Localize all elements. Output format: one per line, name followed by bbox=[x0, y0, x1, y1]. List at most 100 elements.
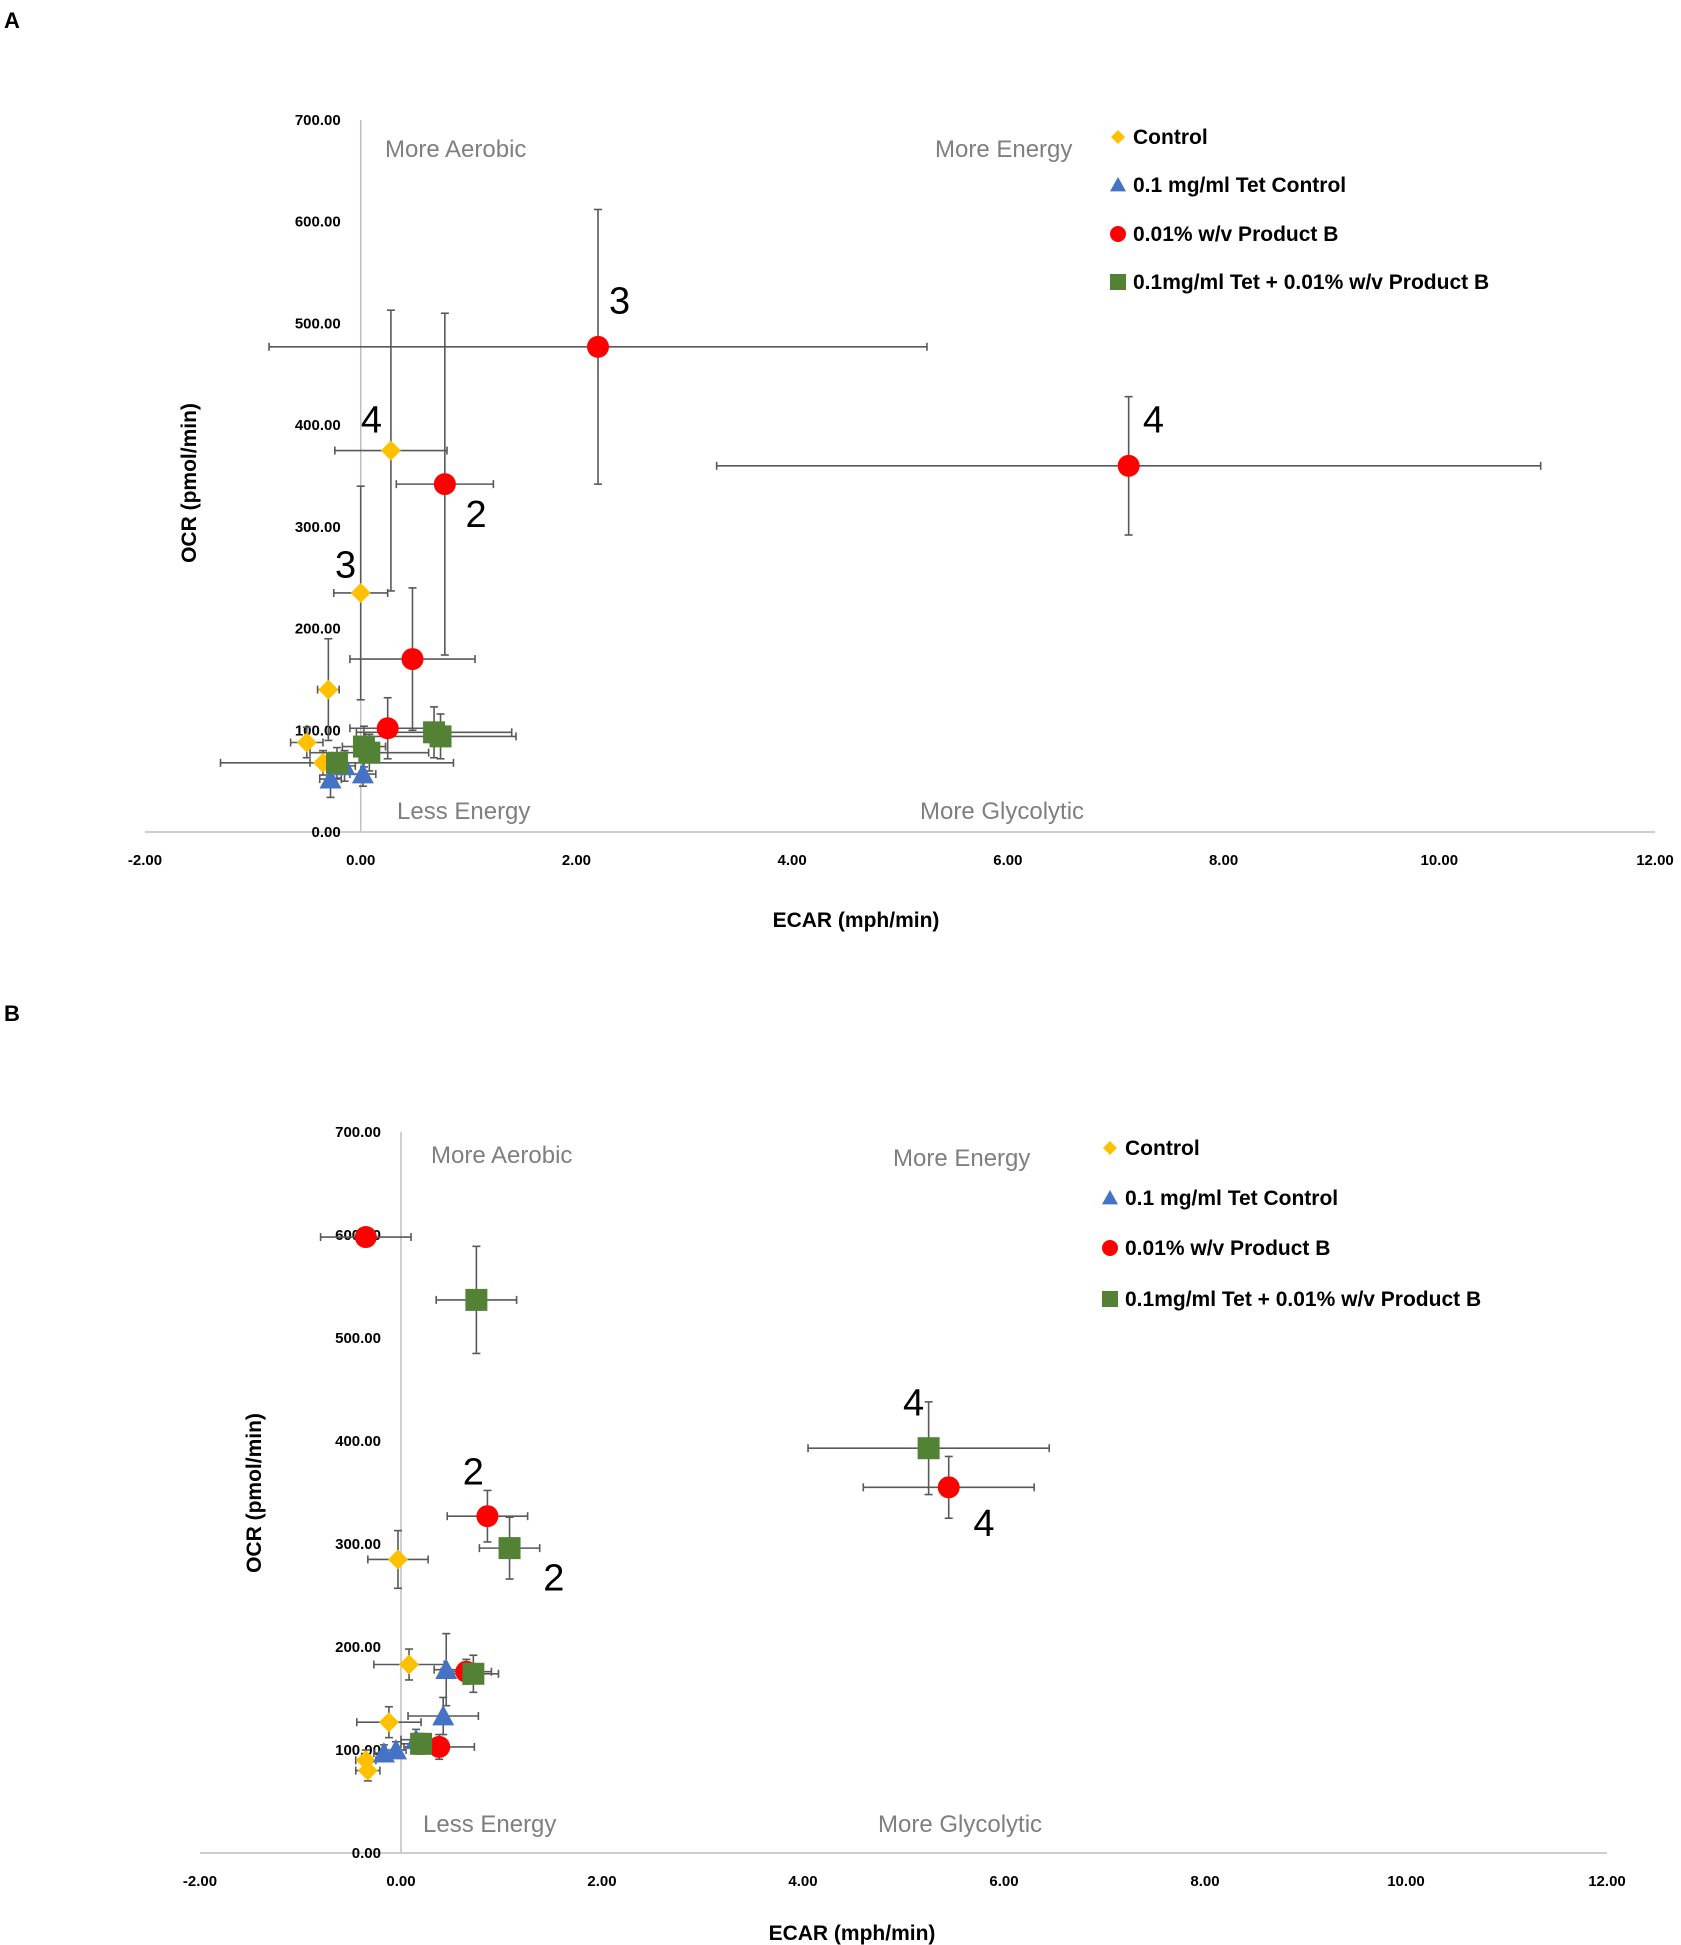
a-annotation-label: 2 bbox=[466, 494, 487, 536]
a-marker-circle bbox=[587, 335, 609, 358]
b-annotation-label: 4 bbox=[903, 1382, 924, 1424]
a-y-tick-label: 600.00 bbox=[295, 214, 341, 231]
b-marker-square bbox=[410, 1732, 433, 1755]
b-y-tick-label: 0.00 bbox=[352, 1845, 381, 1862]
panel-a-annotations: 3 4 4 2 3 bbox=[335, 280, 1164, 586]
panel-a-legend-tet-control: 0.1 mg/ml Tet Control bbox=[1133, 174, 1346, 197]
panel-a-quadrant-more-glycolytic: More Glycolytic bbox=[920, 798, 1084, 825]
a-marker-circle bbox=[1117, 454, 1140, 477]
b-x-tick-label: 2.00 bbox=[587, 1873, 616, 1890]
panel-a-legend-control: Control bbox=[1133, 126, 1208, 149]
panel-b-legend-control: Control bbox=[1125, 1137, 1200, 1160]
b-marker-diamond bbox=[387, 1549, 408, 1570]
a-x-tick-label: 8.00 bbox=[1209, 852, 1238, 869]
b-y-tick-label: 500.00 bbox=[335, 1330, 381, 1347]
panel-b-ticks: -2.00 0.00 2.00 4.00 6.00 8.00 10.00 12.000.001… bbox=[183, 1124, 1626, 1890]
a-x-tick-label: 4.00 bbox=[778, 852, 807, 869]
panel-b-marks bbox=[319, 1226, 1051, 1782]
b-y-tick-label: 700.00 bbox=[335, 1124, 381, 1141]
b-marker-circle bbox=[354, 1226, 377, 1249]
b-marker-square bbox=[462, 1662, 485, 1685]
panel-a-quadrant-more-aerobic: More Aerobic bbox=[385, 136, 526, 163]
a-legend-marker-circle bbox=[1110, 226, 1126, 242]
a-x-tick-label: 12.00 bbox=[1636, 852, 1674, 869]
b-legend-marker-circle bbox=[1102, 1240, 1118, 1256]
a-marker-square bbox=[358, 741, 381, 764]
b-marker-triangle bbox=[432, 1705, 455, 1726]
b-x-tick-label: 12.00 bbox=[1588, 1873, 1626, 1890]
panel-a-letter: A bbox=[4, 8, 20, 33]
panel-b-y-axis-title: OCR (pmol/min) bbox=[243, 1413, 266, 1573]
a-y-tick-label: 200.00 bbox=[295, 621, 341, 638]
b-y-tick-label: 200.00 bbox=[335, 1639, 381, 1656]
a-annotation-label: 3 bbox=[609, 280, 630, 322]
b-marker-diamond bbox=[378, 1712, 399, 1733]
b-marker-square bbox=[498, 1537, 521, 1560]
a-marker-diamond bbox=[350, 582, 371, 603]
panel-a-legend: Control 0.1 mg/ml Tet Control 0.01% w/v … bbox=[1110, 126, 1489, 294]
a-y-tick-label: 100.00 bbox=[295, 722, 341, 739]
b-marker-triangle bbox=[384, 1739, 407, 1760]
panel-b: B ECAR (mph/min) OCR (pmol/min) More Aer… bbox=[4, 1001, 1626, 1945]
a-marker-triangle bbox=[351, 763, 374, 784]
b-y-tick-label: 300.00 bbox=[335, 1536, 381, 1553]
a-annotation-label: 4 bbox=[1143, 399, 1164, 441]
a-annotation-label: 3 bbox=[335, 545, 356, 587]
a-marker-diamond bbox=[296, 732, 317, 753]
panel-b-letter: B bbox=[4, 1001, 20, 1026]
b-marker-circle bbox=[937, 1476, 960, 1499]
a-x-tick-label: 6.00 bbox=[993, 852, 1022, 869]
a-legend-marker-square bbox=[1110, 274, 1126, 290]
a-y-tick-label: 0.00 bbox=[312, 824, 341, 841]
b-marker-circle bbox=[476, 1505, 499, 1528]
panel-a-y-axis-title: OCR (pmol/min) bbox=[178, 403, 201, 563]
b-x-tick-label: 0.00 bbox=[386, 1873, 415, 1890]
a-marker-circle bbox=[401, 648, 424, 671]
b-annotation-label: 2 bbox=[463, 1451, 484, 1493]
a-y-tick-label: 700.00 bbox=[295, 112, 341, 129]
panel-b-quadrant-more-glycolytic: More Glycolytic bbox=[878, 1811, 1042, 1838]
panel-b-quadrant-more-energy: More Energy bbox=[893, 1145, 1030, 1172]
b-point-diamond bbox=[367, 1529, 429, 1590]
a-legend-marker-diamond bbox=[1111, 130, 1125, 144]
a-x-tick-label: 2.00 bbox=[562, 852, 591, 869]
b-marker-triangle bbox=[435, 1658, 458, 1680]
a-marker-diamond bbox=[318, 679, 339, 700]
a-marker-diamond bbox=[380, 440, 401, 461]
panel-a-legend-product-b: 0.01% w/v Product B bbox=[1133, 223, 1338, 246]
a-y-tick-label: 500.00 bbox=[295, 315, 341, 332]
panel-a-legend-tet-plus-product-b: 0.1mg/ml Tet + 0.01% w/v Product B bbox=[1133, 271, 1489, 294]
b-annotation-label: 2 bbox=[543, 1557, 564, 1599]
panel-a: A ECAR (mph/min) OCR (pmol/min) More Aer… bbox=[4, 8, 1674, 932]
panel-a-marks bbox=[219, 208, 1542, 799]
panel-a-x-axis-title: ECAR (mph/min) bbox=[773, 909, 940, 932]
a-y-tick-label: 300.00 bbox=[295, 519, 341, 536]
a-marker-triangle bbox=[319, 768, 342, 789]
panel-b-quadrant-less-energy: Less Energy bbox=[423, 1811, 556, 1838]
b-x-tick-label: 6.00 bbox=[989, 1873, 1018, 1890]
b-x-tick-label: -2.00 bbox=[183, 1873, 217, 1890]
b-x-tick-label: 4.00 bbox=[788, 1873, 817, 1890]
panel-a-quadrant-less-energy: Less Energy bbox=[397, 798, 530, 825]
panel-b-legend-tet-control: 0.1 mg/ml Tet Control bbox=[1125, 1187, 1338, 1210]
b-marker-square bbox=[465, 1288, 488, 1311]
b-x-tick-label: 8.00 bbox=[1190, 1873, 1219, 1890]
b-annotation-label: 4 bbox=[973, 1503, 994, 1545]
a-y-tick-label: 400.00 bbox=[295, 417, 341, 434]
a-annotation-label: 4 bbox=[361, 399, 382, 441]
b-x-tick-label: 10.00 bbox=[1387, 1873, 1425, 1890]
panel-b-legend-product-b: 0.01% w/v Product B bbox=[1125, 1237, 1330, 1260]
a-x-tick-label: 10.00 bbox=[1421, 852, 1459, 869]
a-legend-marker-triangle bbox=[1110, 177, 1126, 192]
panel-b-x-axis-title: ECAR (mph/min) bbox=[769, 1922, 936, 1945]
b-legend-marker-diamond bbox=[1103, 1141, 1117, 1155]
panel-b-quadrant-more-aerobic: More Aerobic bbox=[431, 1142, 572, 1169]
b-marker-square bbox=[917, 1437, 940, 1460]
panel-b-annotations: 4 4 2 2 bbox=[463, 1382, 995, 1599]
b-y-tick-label: 400.00 bbox=[335, 1433, 381, 1450]
b-legend-marker-triangle bbox=[1102, 1190, 1118, 1205]
b-legend-marker-square bbox=[1102, 1291, 1118, 1307]
a-marker-circle bbox=[376, 717, 399, 740]
a-x-tick-label: 0.00 bbox=[346, 852, 375, 869]
